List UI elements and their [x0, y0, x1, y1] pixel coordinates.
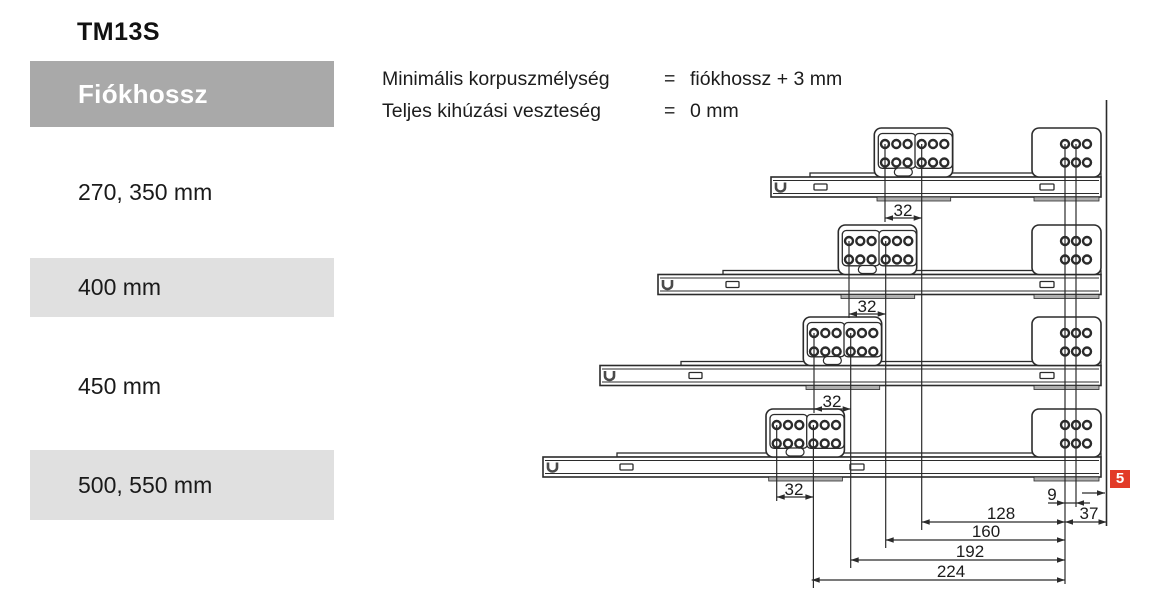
- drawer-slide: [657, 224, 1102, 299]
- drawer-slide: [542, 408, 1102, 482]
- table-row: 450 mm: [78, 373, 162, 399]
- table-row: 500, 550 mm: [30, 450, 334, 520]
- dimension-label-128: 128: [986, 504, 1016, 523]
- spec-value: 0 mm: [690, 100, 739, 122]
- dimension-label-160: 160: [971, 522, 1001, 541]
- spec-block: Minimális korpuszmélység = fiókhossz + 3 m…: [382, 63, 842, 127]
- spec-label: Minimális korpuszmélység: [382, 68, 610, 90]
- table-header: Fiókhossz: [30, 61, 334, 127]
- equals-sign: =: [664, 100, 676, 122]
- equals-sign: =: [664, 68, 676, 90]
- dimension-label-32: 32: [822, 392, 842, 411]
- dimension-label-9: 9: [1047, 485, 1057, 504]
- table-row: 270, 350 mm: [78, 179, 213, 205]
- drawer-length-table: Fiókhossz 270, 350 mm 400 mm 450 mm 500,…: [30, 61, 334, 520]
- dimension-lines: [776, 215, 1107, 583]
- callout-5-badge: 5: [1110, 470, 1130, 488]
- dimension-label-192: 192: [955, 542, 985, 561]
- dimension-label-32: 32: [784, 480, 804, 499]
- page-title: TM13S: [77, 18, 161, 46]
- dimension-label-224: 224: [936, 562, 966, 581]
- drawer-slide: [770, 127, 1102, 202]
- dimension-label-32: 32: [857, 297, 877, 316]
- spec-value: fiókhossz + 3 mm: [690, 68, 843, 90]
- dimension-label-37: 37: [1079, 504, 1099, 523]
- spec-label: Teljes kihúzási veszteség: [382, 100, 601, 122]
- reference-lines: [776, 100, 1108, 588]
- table-row: 400 mm: [30, 258, 334, 317]
- spec-row: Minimális korpuszmélység = fiókhossz + 3 m…: [382, 63, 842, 95]
- dimension-label-32: 32: [893, 201, 913, 220]
- spec-row: Teljes kihúzási veszteség = 0 mm: [382, 95, 842, 127]
